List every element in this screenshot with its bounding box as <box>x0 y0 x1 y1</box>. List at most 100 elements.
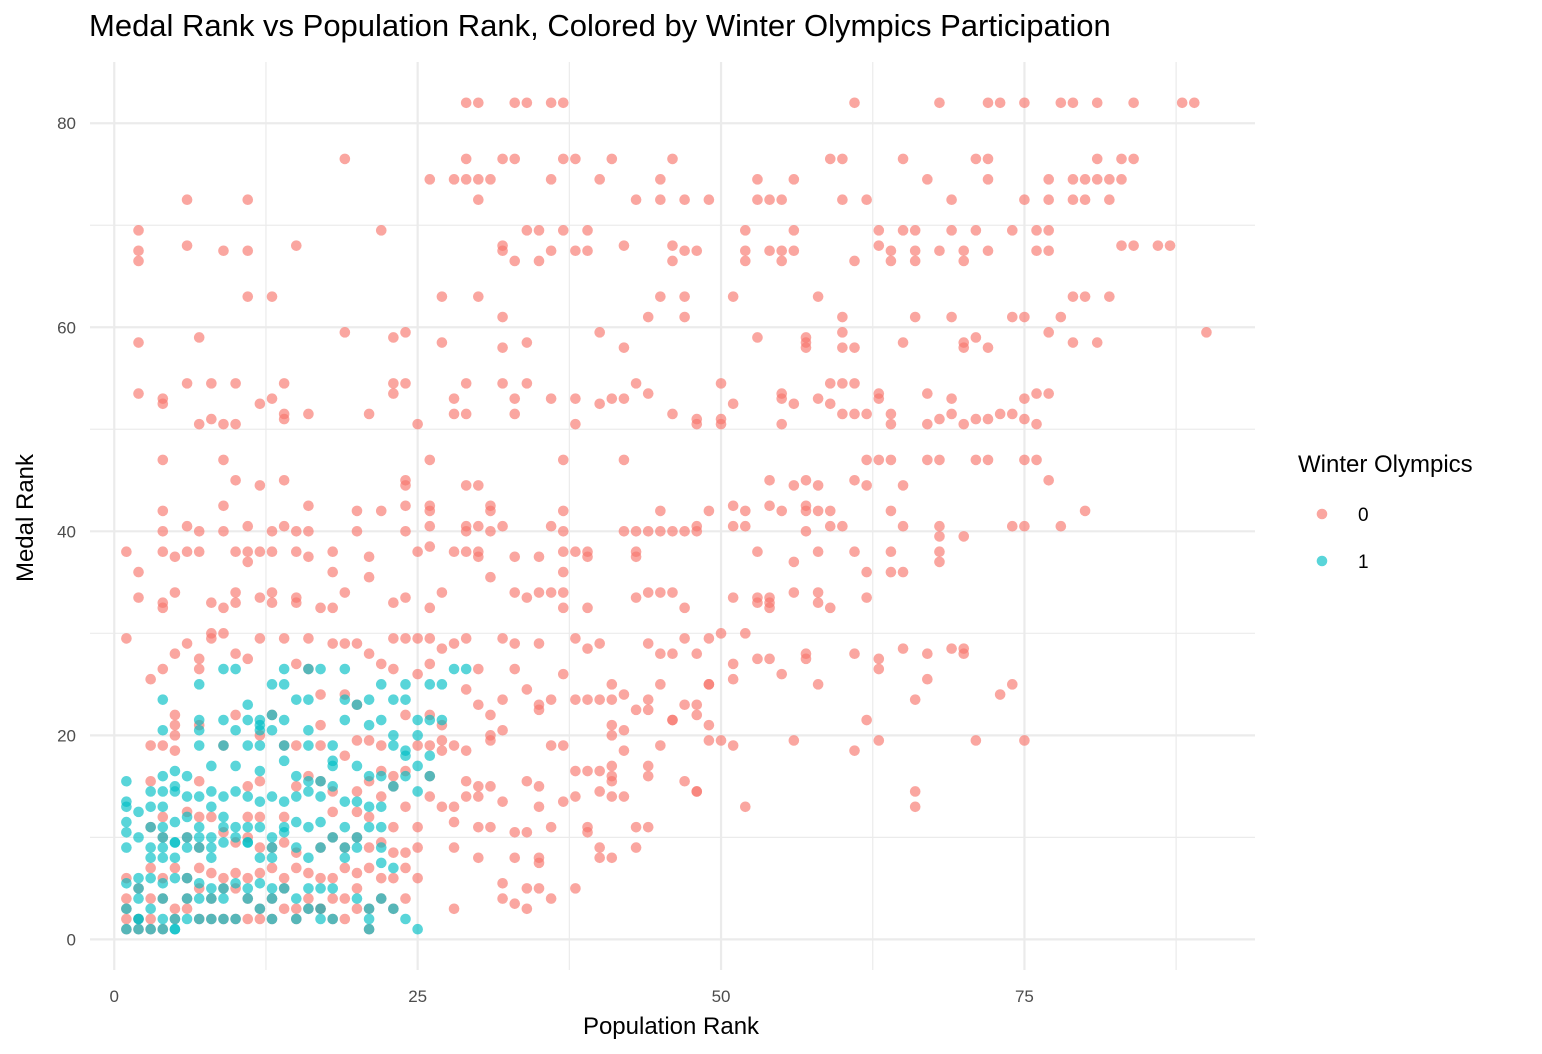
data-point <box>436 735 448 746</box>
data-point <box>521 225 533 236</box>
data-point <box>788 245 800 257</box>
data-point <box>169 765 181 777</box>
data-point <box>570 546 581 558</box>
data-point <box>473 520 484 532</box>
data-point <box>642 638 654 649</box>
data-point <box>145 786 156 797</box>
data-point <box>1128 240 1139 251</box>
data-point <box>363 694 375 705</box>
data-point <box>193 791 205 802</box>
data-point <box>970 332 982 343</box>
data-point <box>715 735 727 746</box>
data-point <box>230 760 241 772</box>
data-point <box>254 821 266 833</box>
data-point <box>606 393 618 404</box>
data-point <box>448 546 460 558</box>
data-point <box>958 643 970 654</box>
data-point <box>1006 520 1018 532</box>
data-point <box>752 597 763 609</box>
data-point <box>776 393 788 404</box>
data-point <box>1189 97 1200 109</box>
data-point <box>230 597 241 609</box>
data-point <box>1128 97 1139 109</box>
data-point <box>776 505 788 517</box>
data-point <box>424 633 436 644</box>
data-point <box>388 821 399 833</box>
data-point <box>485 526 496 537</box>
data-point <box>460 546 472 558</box>
legend: Winter Olympics 0 1 <box>1298 451 1473 573</box>
data-point <box>849 342 860 353</box>
data-point <box>448 816 460 828</box>
data-point <box>594 842 605 853</box>
data-point <box>242 893 254 904</box>
data-point <box>193 663 205 675</box>
data-point <box>776 245 788 257</box>
data-point <box>812 505 824 517</box>
data-point <box>994 97 1006 109</box>
data-point <box>363 770 375 782</box>
data-point <box>278 826 290 838</box>
data-point <box>133 893 144 904</box>
data-point <box>582 551 593 563</box>
data-point <box>181 791 193 802</box>
data-point <box>254 398 266 410</box>
data-point <box>218 811 229 823</box>
data-point <box>1104 291 1115 302</box>
data-point <box>1019 735 1030 746</box>
data-point <box>776 418 788 430</box>
data-point <box>157 526 169 537</box>
data-point <box>727 740 739 751</box>
data-point <box>388 740 399 751</box>
data-point <box>303 551 314 563</box>
data-point <box>1091 174 1103 185</box>
data-point <box>885 418 897 430</box>
data-point <box>327 781 339 792</box>
data-point <box>412 546 423 558</box>
data-point <box>667 153 678 165</box>
data-point <box>291 842 302 853</box>
data-point <box>606 719 618 731</box>
data-point <box>363 821 375 833</box>
data-point <box>630 378 642 389</box>
data-point <box>412 714 423 726</box>
data-point <box>691 245 703 257</box>
data-point <box>388 862 399 874</box>
data-point <box>946 311 957 323</box>
data-point <box>460 663 472 675</box>
data-point <box>448 663 460 675</box>
data-point <box>655 174 666 185</box>
data-point <box>436 801 448 813</box>
data-point <box>812 291 824 302</box>
data-points <box>121 97 1212 935</box>
data-point <box>400 500 411 512</box>
data-point <box>667 648 678 660</box>
data-point <box>703 719 715 731</box>
series-0 <box>121 97 1212 935</box>
data-point <box>1043 194 1054 206</box>
data-point <box>339 153 351 165</box>
data-point <box>424 791 436 802</box>
data-point <box>254 903 266 915</box>
data-point <box>861 408 872 420</box>
data-point <box>497 724 508 736</box>
data-point <box>655 505 666 517</box>
data-point <box>1031 225 1042 236</box>
data-point <box>303 852 314 864</box>
data-point <box>145 893 156 904</box>
data-point <box>121 913 132 925</box>
data-point <box>570 418 581 430</box>
data-point <box>193 418 205 430</box>
data-point <box>1006 679 1018 690</box>
data-point <box>339 893 351 904</box>
data-point <box>169 587 181 598</box>
data-point <box>133 832 144 843</box>
data-point <box>157 893 169 904</box>
data-point <box>509 852 521 864</box>
data-point <box>946 194 957 206</box>
data-point <box>630 526 642 537</box>
data-point <box>752 174 763 185</box>
data-point <box>121 546 132 558</box>
data-point <box>557 587 569 598</box>
series-1 <box>121 663 472 935</box>
